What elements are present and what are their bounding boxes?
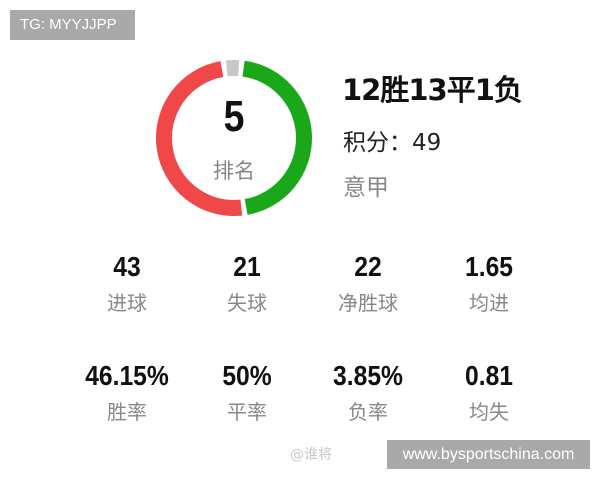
stat-goals-against: 21 失球 bbox=[187, 250, 307, 316]
stat-label: 均进 bbox=[469, 291, 509, 315]
stat-value: 46.15% bbox=[85, 360, 169, 391]
weibo-watermark: @谁将 bbox=[290, 447, 332, 463]
stat-value: 50% bbox=[222, 360, 272, 391]
points: 积分：49 bbox=[343, 130, 442, 156]
stat-value: 43 bbox=[113, 251, 141, 282]
stat-value: 1.65 bbox=[465, 251, 513, 282]
record-summary: 12胜13平1负 bbox=[342, 73, 523, 107]
ring-segment-draws bbox=[156, 61, 243, 216]
stat-loss-rate: 3.85% 负率 bbox=[308, 359, 428, 425]
stat-avg-conceded: 0.81 均失 bbox=[429, 359, 549, 425]
stat-goals-for: 43 进球 bbox=[67, 250, 187, 316]
rank-value: 5 bbox=[223, 92, 245, 141]
stat-draw-rate: 50% 平率 bbox=[187, 359, 307, 425]
stat-value: 0.81 bbox=[465, 360, 513, 391]
stat-label: 平率 bbox=[227, 400, 267, 424]
record-ring-chart bbox=[156, 60, 312, 216]
stat-label: 失球 bbox=[227, 291, 267, 315]
tg-watermark: TG: MYYJJPP bbox=[10, 10, 135, 40]
stat-label: 进球 bbox=[107, 291, 147, 315]
league-name: 意甲 bbox=[343, 175, 389, 201]
ring-segment-wins bbox=[242, 60, 312, 215]
stat-avg-scored: 1.65 均进 bbox=[429, 250, 549, 316]
site-watermark: www.bysportschina.com bbox=[387, 440, 590, 469]
stat-label: 负率 bbox=[348, 400, 388, 424]
stat-label: 均失 bbox=[469, 400, 509, 424]
stat-win-rate: 46.15% 胜率 bbox=[67, 359, 187, 425]
stat-goal-difference: 22 净胜球 bbox=[308, 250, 428, 316]
stat-label: 胜率 bbox=[107, 400, 147, 424]
stat-value: 3.85% bbox=[333, 360, 403, 391]
stat-label: 净胜球 bbox=[338, 291, 398, 315]
stat-value: 21 bbox=[233, 251, 261, 282]
stat-value: 22 bbox=[354, 251, 382, 282]
rank-label: 排名 bbox=[213, 159, 255, 183]
